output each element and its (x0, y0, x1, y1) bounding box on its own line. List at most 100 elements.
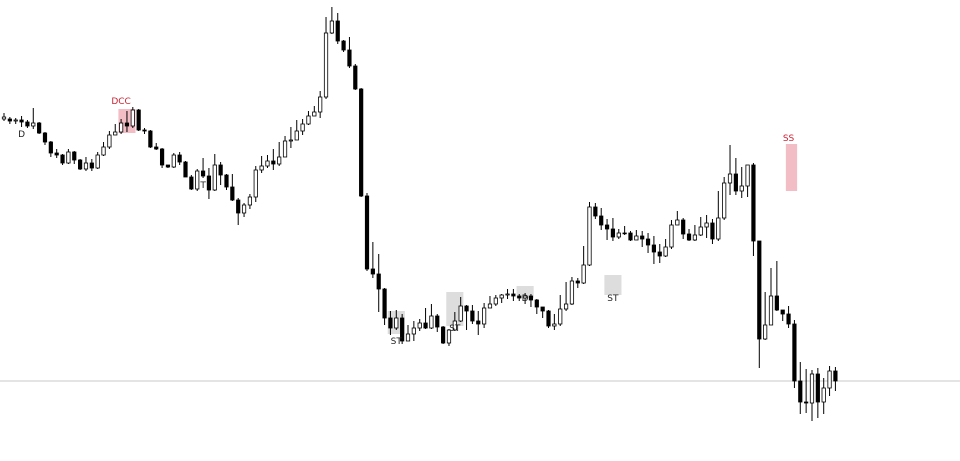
candle (388, 311, 393, 335)
candle (593, 203, 598, 219)
candle (569, 277, 575, 305)
candle (335, 13, 340, 44)
candle-body-up (669, 224, 674, 248)
candle (212, 154, 217, 191)
candle-body-down (347, 49, 352, 67)
candle (505, 289, 510, 299)
candle (657, 244, 662, 263)
candle-body-up (417, 322, 422, 329)
candle-body-down (435, 315, 440, 328)
candle (599, 208, 604, 230)
candle-body-up (83, 162, 89, 170)
candle (575, 278, 580, 288)
candle (429, 304, 434, 329)
candle (265, 155, 270, 168)
candle (60, 154, 65, 165)
candle-body-up (66, 151, 71, 164)
candle (417, 319, 422, 331)
candle-body-down (651, 244, 657, 253)
candle-body-down (645, 238, 651, 246)
candle (563, 282, 569, 311)
candle (651, 236, 657, 264)
candle (142, 128, 147, 134)
candle (288, 127, 293, 148)
candle (95, 152, 100, 169)
candle-body-down (388, 317, 393, 329)
candle (42, 132, 48, 145)
candle-body-up (130, 109, 135, 127)
candle-body-down (780, 309, 785, 315)
candle-body-up (692, 234, 697, 241)
candle-body-down (48, 141, 53, 154)
candle (710, 219, 715, 244)
candle (277, 142, 282, 166)
candle (230, 174, 235, 201)
candle-body-down (517, 295, 522, 299)
candle-body-up (675, 219, 680, 226)
candle-body-down (335, 20, 340, 42)
candle-body-up (394, 317, 399, 329)
candle-body-up (446, 329, 452, 344)
candle (464, 305, 469, 330)
candle-body-down (177, 154, 182, 163)
candle-body-up (698, 226, 703, 236)
candle-body-down (733, 173, 738, 192)
candle (13, 118, 18, 124)
candle (382, 288, 387, 325)
candle (31, 108, 36, 129)
candle-body-down (528, 295, 534, 301)
candle (218, 162, 223, 185)
candle-body-down (353, 65, 358, 90)
candle-body-up (522, 295, 528, 299)
candle (405, 325, 411, 342)
candle-body-down (534, 299, 539, 308)
candle (722, 177, 727, 220)
candle (716, 191, 721, 241)
candle-body-up (31, 122, 36, 127)
candle-body-down (224, 174, 229, 188)
candle-body-down (148, 130, 153, 148)
candle (124, 111, 130, 132)
candle-body-up (405, 333, 411, 342)
candle (581, 246, 586, 284)
candle (751, 163, 756, 256)
candle (347, 37, 352, 68)
pattern-label: ST (391, 337, 403, 347)
candle-body-down (142, 129, 147, 132)
candle-body-up (288, 139, 293, 142)
candle-body-up (300, 123, 305, 132)
candle-body-up (253, 169, 258, 198)
candle (546, 310, 551, 328)
candle (610, 218, 616, 241)
pattern-label: D (522, 294, 529, 304)
candle (341, 40, 346, 52)
candle-body-down (657, 251, 662, 257)
candle (517, 294, 522, 301)
candle-body-up (294, 130, 299, 141)
candle (400, 314, 405, 344)
candle-body-up (458, 305, 463, 322)
candle (604, 219, 610, 240)
pattern-label: D (18, 130, 25, 140)
candle (692, 225, 697, 241)
candle-body-down (218, 164, 223, 176)
pattern-shade (785, 144, 798, 191)
candle-body-down (511, 293, 516, 297)
candle-body-up (452, 320, 457, 331)
candle-body-down (200, 170, 206, 177)
candle-body-up (768, 295, 774, 326)
candle-body-down (815, 373, 820, 403)
candle (89, 159, 94, 171)
candle (681, 218, 686, 239)
candle (587, 202, 592, 266)
candle (282, 136, 288, 158)
candle (130, 107, 135, 128)
candle-body-down (341, 40, 346, 51)
candle (493, 295, 498, 306)
candle (733, 158, 738, 195)
candle-body-up (411, 327, 416, 335)
candle (370, 242, 375, 278)
candle (628, 231, 633, 241)
candle (7, 117, 12, 124)
candle-body-up (241, 204, 247, 214)
